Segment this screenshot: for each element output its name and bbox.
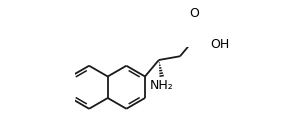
Text: NH₂: NH₂ (150, 79, 173, 92)
Text: OH: OH (210, 38, 229, 51)
Text: O: O (189, 7, 199, 20)
